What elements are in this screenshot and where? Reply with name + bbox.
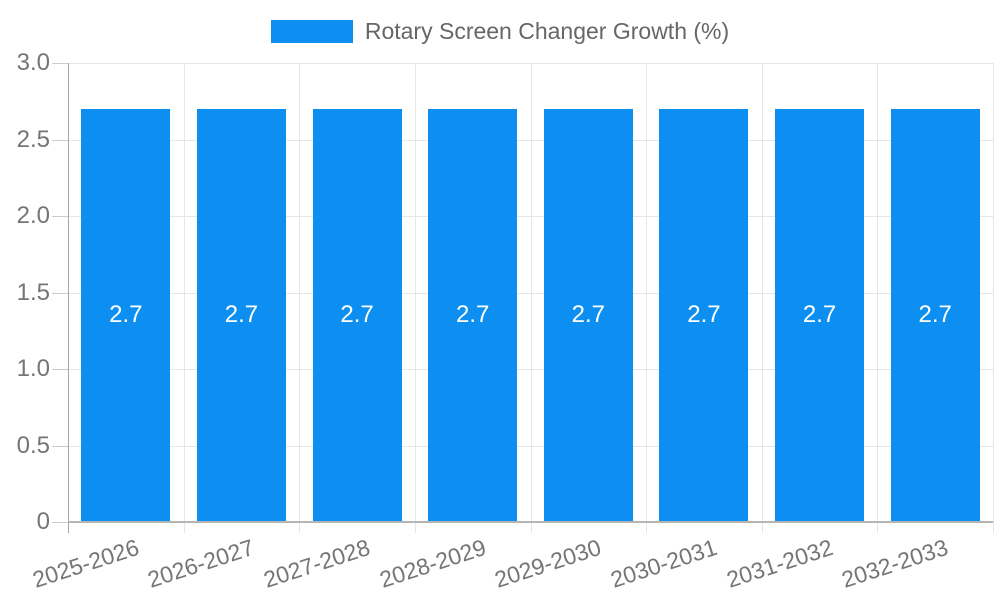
y-axis-label: 0.5	[16, 431, 50, 459]
x-axis-line	[68, 521, 993, 523]
legend-swatch-icon	[270, 20, 353, 43]
y-tick	[52, 216, 68, 217]
y-tick	[52, 369, 68, 370]
bar[interactable]: 2.7	[428, 108, 518, 522]
bar-value-label: 2.7	[224, 301, 259, 329]
y-tick	[52, 522, 68, 523]
bar[interactable]: 2.7	[196, 108, 286, 522]
x-gridline	[530, 63, 532, 533]
y-tick	[52, 445, 68, 447]
bar-value-label: 2.7	[571, 301, 605, 329]
x-gridline	[877, 63, 879, 533]
y-axis-label: 2.5	[16, 125, 50, 153]
y-axis-label: 0	[36, 508, 50, 535]
y-tick	[52, 63, 68, 64]
legend-label: Rotary Screen Changer Growth (%)	[364, 18, 730, 44]
bar[interactable]: 2.7	[81, 108, 171, 522]
x-gridline	[761, 63, 763, 533]
chart-legend: Rotary Screen Changer Growth (%)	[0, 18, 1000, 45]
bar-value-label: 2.7	[687, 301, 721, 329]
x-gridline	[414, 63, 416, 533]
bar[interactable]: 2.7	[775, 108, 865, 522]
bar-value-label: 2.7	[109, 301, 143, 329]
y-tick	[52, 139, 68, 141]
x-gridline	[183, 63, 185, 533]
x-gridline	[299, 63, 301, 533]
x-gridline	[993, 63, 994, 533]
bar-value-label: 2.7	[340, 301, 374, 329]
y-axis-label: 1.0	[16, 355, 50, 382]
bar[interactable]: 2.7	[312, 108, 402, 522]
bar-value-label: 2.7	[456, 301, 490, 329]
bar[interactable]: 2.7	[890, 108, 980, 522]
y-axis-label: 3.0	[16, 49, 50, 76]
x-gridline	[646, 63, 648, 533]
y-axis-label: 1.5	[16, 278, 50, 306]
y-axis-line	[68, 63, 69, 533]
bar[interactable]: 2.7	[543, 108, 633, 522]
bar-value-label: 2.7	[918, 301, 952, 329]
y-axis-label: 2.0	[16, 202, 50, 229]
bar[interactable]: 2.7	[659, 108, 749, 522]
y-tick	[52, 292, 68, 294]
bar-value-label: 2.7	[802, 301, 837, 329]
